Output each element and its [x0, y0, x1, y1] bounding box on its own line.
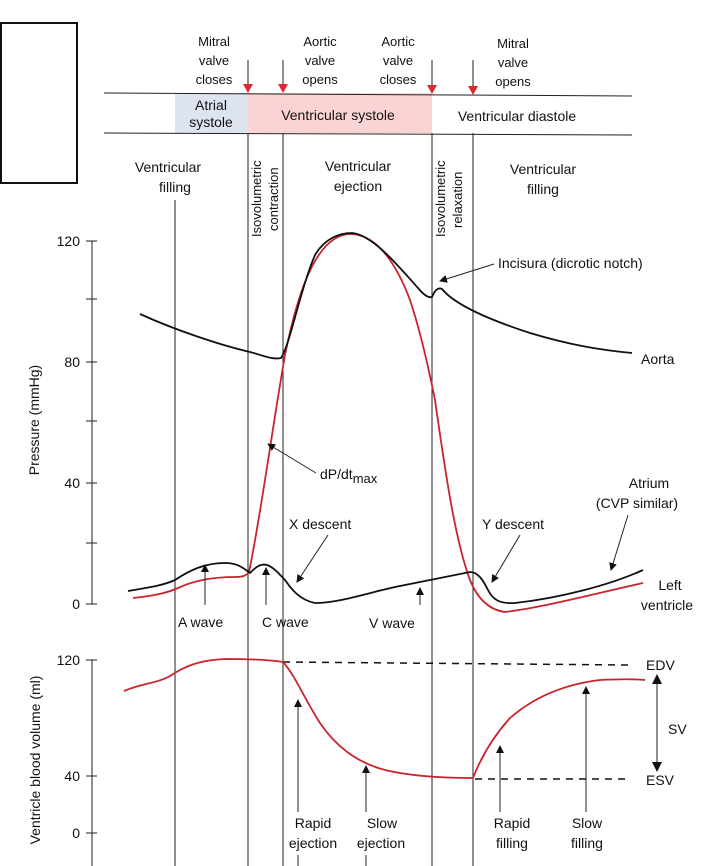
esv-label: ESV	[646, 772, 675, 788]
phase-label: Isovolumetric	[433, 160, 448, 237]
tick-label: 80	[64, 354, 80, 370]
event-label: valve	[305, 53, 335, 68]
atrial-systole-label: systole	[189, 114, 233, 130]
ventricle-volume-curve	[123, 658, 646, 779]
ventricular-systole-label: Ventricular systole	[281, 107, 395, 123]
header-top-line	[103, 92, 633, 97]
phase-label: Ventricular	[510, 161, 576, 177]
atrium-label: Atrium	[629, 475, 669, 491]
phase-label: Ventricular	[135, 159, 201, 175]
atrial-systole-label: Atrial	[195, 97, 227, 113]
phase-label: Ventricular	[325, 158, 391, 174]
ventricular-diastole-label: Ventricular diastole	[458, 108, 577, 124]
tick-label: 120	[57, 652, 81, 668]
red-arrow-icon	[468, 86, 478, 95]
slow-filling-label: Slow	[572, 815, 603, 831]
rapid-ejection-label: Rapid	[295, 815, 332, 831]
tick-label: 120	[57, 233, 81, 249]
tick-label: 40	[64, 475, 80, 491]
phase-label: relaxation	[450, 172, 465, 228]
atrium-label: (CVP similar)	[596, 495, 678, 511]
edv-dashed-line	[282, 661, 629, 666]
phase-label: Isovolumetric	[249, 160, 264, 237]
event-mitral-closes: Mitral valve closes	[196, 34, 233, 87]
event-label: closes	[196, 72, 233, 87]
event-label: opens	[302, 72, 338, 87]
arrow-up-icon	[652, 674, 662, 684]
rapid-filling-label: Rapid	[494, 815, 531, 831]
phase-label: filling	[527, 181, 559, 197]
red-arrow-icon	[427, 85, 437, 94]
event-label: opens	[495, 74, 531, 89]
event-aortic-closes: Aortic valve closes	[380, 34, 417, 87]
tick-label: 0	[72, 596, 80, 612]
incisura-label: Incisura (dicrotic notch)	[498, 255, 643, 271]
incisura-arrow	[439, 263, 495, 283]
phase-lines	[174, 133, 474, 866]
ventricular-systole-band	[248, 93, 432, 133]
y-descent-arrow	[491, 534, 521, 583]
header-bottom-line	[103, 132, 633, 136]
arrow-down-icon	[652, 762, 662, 772]
event-label: Mitral	[497, 36, 529, 51]
slow-ejection-label: Slow	[367, 815, 398, 831]
slow-ejection-label: ejection	[357, 835, 405, 851]
rapid-ejection-label: ejection	[289, 835, 337, 851]
event-label: closes	[380, 72, 417, 87]
left-ventricle-label: Left	[658, 577, 681, 593]
a-wave-label: A wave	[178, 614, 223, 630]
atrial-systole-band	[175, 93, 248, 133]
event-label: valve	[199, 53, 229, 68]
y-descent-label: Y descent	[482, 516, 544, 532]
event-label: Aortic	[381, 34, 415, 49]
atrium-arrow	[609, 514, 629, 571]
dpdt-label: dP/dtmax	[320, 466, 378, 486]
pressure-axis-label: Pressure (mmHg)	[26, 365, 42, 475]
phase-label: ejection	[334, 178, 382, 194]
dpdt-text: dP/dt	[320, 466, 353, 482]
volume-axis: 0 40 120 Ventricle blood volume (ml)	[27, 652, 97, 866]
c-wave-label: C wave	[262, 614, 309, 630]
red-arrow-icon	[243, 84, 253, 93]
aorta-pressure-curve	[139, 232, 633, 360]
sv-label: SV	[668, 721, 687, 737]
event-arrows	[243, 60, 478, 95]
event-aortic-opens: Aortic valve opens	[302, 34, 338, 87]
phase-label: filling	[159, 179, 191, 195]
phase-label: contraction	[266, 167, 281, 231]
aorta-label: Aorta	[641, 351, 675, 367]
rapid-filling-label: filling	[496, 835, 528, 851]
v-wave-label: V wave	[369, 615, 415, 631]
dpdt-subscript: max	[353, 471, 378, 486]
tick-label: 0	[72, 825, 80, 841]
red-arrow-icon	[278, 84, 288, 93]
event-label: valve	[383, 53, 413, 68]
event-mitral-opens: Mitral valve opens	[495, 36, 531, 89]
x-descent-arrow	[296, 534, 329, 583]
x-descent-label: X descent	[289, 516, 351, 532]
dpdt-arrow	[267, 443, 317, 474]
event-label: Aortic	[303, 34, 337, 49]
left-ventricle-pressure-curve	[132, 233, 644, 613]
left-ventricle-label: ventricle	[641, 597, 693, 613]
volume-axis-label: Ventricle blood volume (ml)	[27, 676, 43, 845]
pressure-axis: 0 40 80 120 Pressure (mmHg)	[26, 233, 97, 612]
blank-box	[0, 22, 78, 184]
event-label: valve	[498, 55, 528, 70]
tick-label: 40	[64, 768, 80, 784]
atrium-pressure-curve	[127, 562, 644, 605]
slow-filling-label: filling	[571, 835, 603, 851]
event-label: Mitral	[198, 34, 230, 49]
edv-label: EDV	[646, 657, 675, 673]
